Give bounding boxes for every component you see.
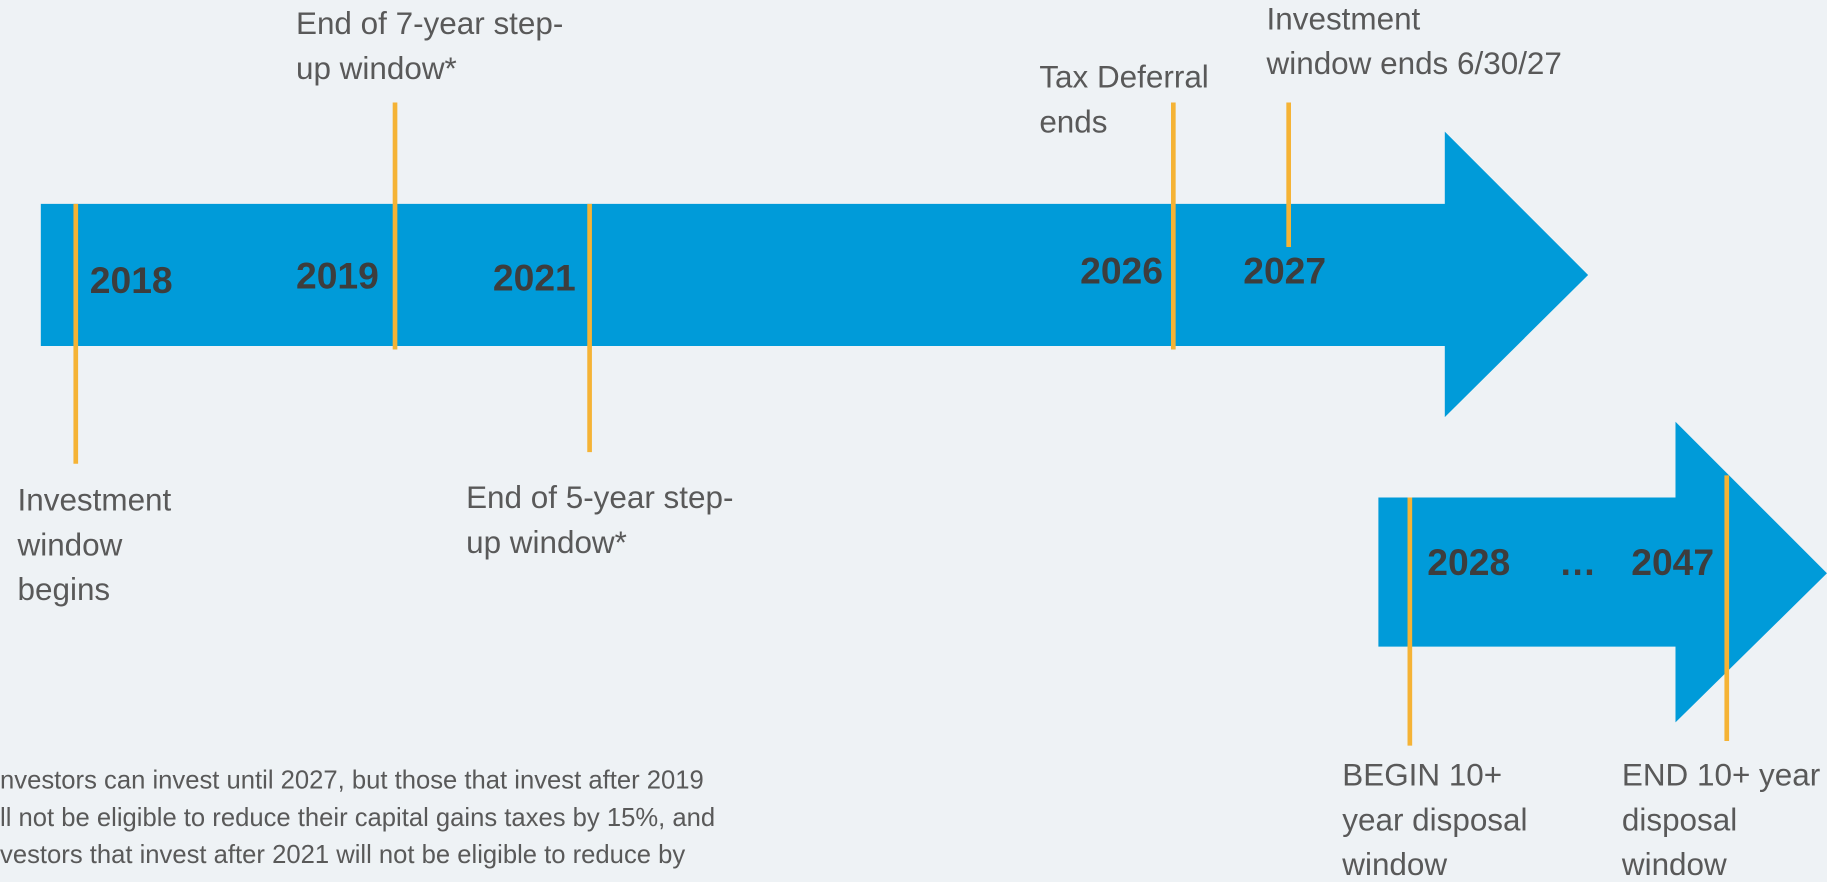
year-label: 2018 [90,259,173,301]
year-label: 2047 [1631,541,1714,583]
milestone-label: End of 7-year step- [296,6,563,41]
footnote-line: vestors that invest after 2021 will not … [0,841,685,869]
year-label: 2021 [493,257,576,299]
year-label: 2027 [1243,250,1326,292]
year-label: … [1559,541,1596,583]
main-arrow [40,131,1589,418]
milestone-label: disposal [1622,802,1737,837]
year-label: 2028 [1427,541,1510,583]
milestone-label: ends [1039,104,1107,139]
milestone-label: Investment [18,482,172,517]
milestone-label: year disposal [1342,802,1527,837]
milestone-label: up window* [296,51,457,86]
milestone-label: BEGIN 10+ [1342,757,1502,792]
milestone-label: up window* [466,525,627,560]
year-label: 2019 [296,254,379,296]
disposal-arrow [1378,421,1827,723]
milestone-label: window [1621,847,1727,882]
milestone-label: Investment [1267,1,1421,36]
year-label: 2026 [1080,250,1163,292]
milestone-label: window [1341,847,1447,882]
milestone-label: End of 5-year step- [466,480,733,515]
milestone-label: window ends 6/30/27 [1266,46,1562,81]
footnote-line: ll not be eligible to reduce their capit… [0,804,715,832]
milestone-label: window [17,527,123,562]
footnote-line: nvestors can invest until 2027, but thos… [0,767,704,795]
milestone-label: begins [18,572,111,607]
milestone-label: Tax Deferral [1039,60,1208,95]
milestone-label: END 10+ year [1622,757,1820,792]
